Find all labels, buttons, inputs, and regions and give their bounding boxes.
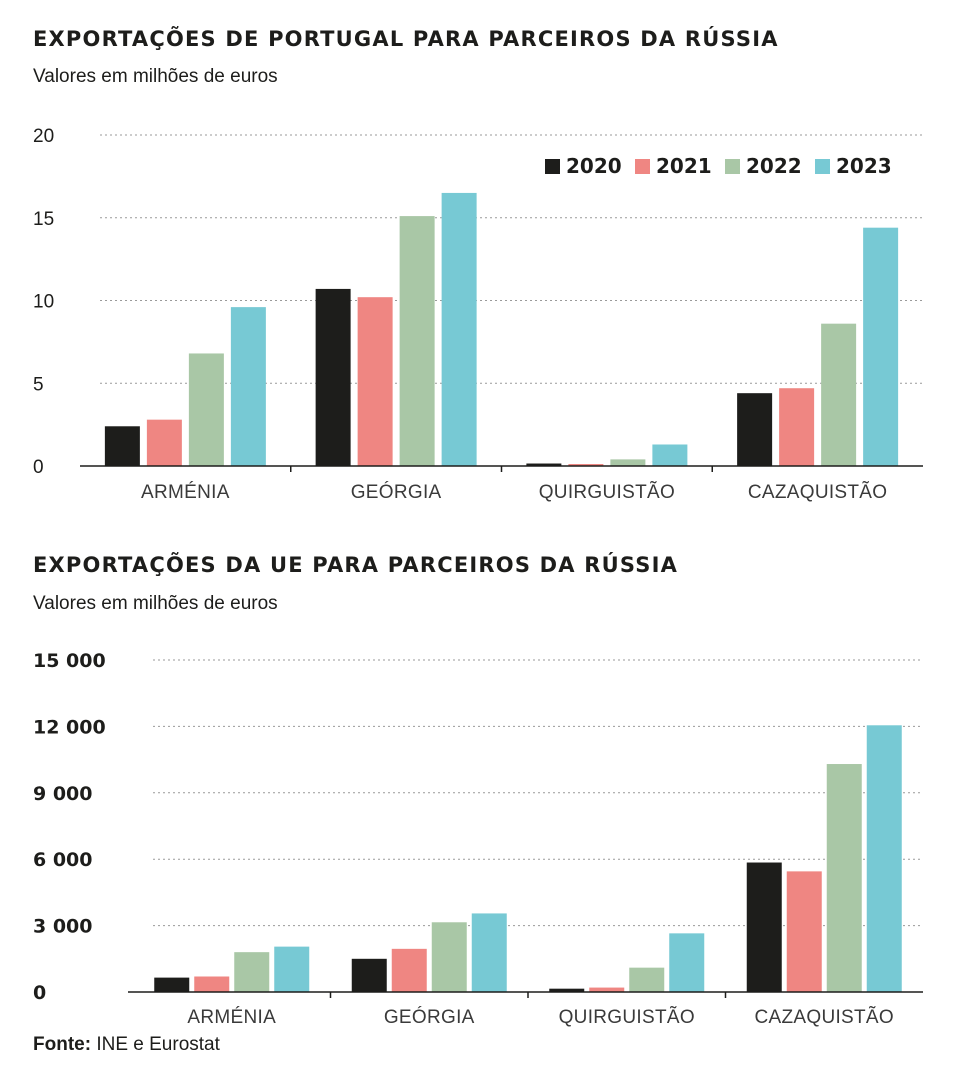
- x-category-label: CAZAQUISTÃO: [755, 1006, 894, 1028]
- bar: [471, 913, 507, 992]
- x-category-label: QUIRGUISTÃO: [539, 481, 675, 503]
- y-tick-label: 6 000: [33, 849, 93, 871]
- y-tick-label: 20: [33, 126, 54, 147]
- eu-exports-chart: 0 3 000 6 000 9 000 12 000 15 000 ARMÉNIA GEÓRG…: [33, 650, 923, 1028]
- bar: [610, 459, 646, 466]
- portugal-exports-chart: 0 5 10 15 20 ARMÉNIA GEÓRGIA QUIRGUISTÃO CAZAQUI…: [33, 126, 923, 503]
- chart-2-title: EXPORTAÇÕES DA UE PARA PARCEIROS DA RÚSS…: [33, 553, 679, 577]
- bar: [863, 227, 899, 466]
- bar: [549, 988, 585, 992]
- bar: [629, 967, 665, 992]
- y-tick-label: 0: [33, 457, 44, 478]
- y-tick-label: 0: [33, 982, 46, 1004]
- y-tick-label: 5: [33, 374, 44, 395]
- bar: [568, 464, 604, 466]
- bar: [315, 288, 351, 466]
- source-note: Fonte: INE e Eurostat: [33, 1034, 220, 1056]
- legend-swatch: [545, 159, 560, 174]
- legend-swatch: [815, 159, 830, 174]
- chart-2-subtitle: Valores em milhões de euros: [33, 593, 278, 614]
- x-category-label: CAZAQUISTÃO: [748, 481, 887, 503]
- chart-1-subtitle: Valores em milhões de euros: [33, 66, 278, 87]
- y-tick-label: 15 000: [33, 650, 106, 672]
- bar: [194, 976, 230, 992]
- source-text: INE e Eurostat: [91, 1034, 220, 1055]
- bar: [826, 764, 862, 992]
- bar: [431, 922, 467, 992]
- x-category-label: ARMÉNIA: [141, 482, 230, 503]
- bar: [821, 323, 857, 466]
- chart-1-title: EXPORTAÇÕES DE PORTUGAL PARA PARCEIROS D…: [33, 27, 779, 51]
- bar: [399, 216, 435, 466]
- bar: [779, 388, 815, 466]
- bar: [234, 952, 270, 992]
- y-tick-label: 3 000: [33, 916, 93, 938]
- legend-label: 2023: [836, 154, 892, 178]
- bar: [104, 426, 140, 466]
- source-label: Fonte:: [33, 1034, 92, 1055]
- bar: [230, 307, 266, 466]
- bar: [589, 987, 625, 992]
- x-category-label: QUIRGUISTÃO: [559, 1006, 695, 1028]
- bar: [274, 946, 310, 992]
- y-tick-label: 15: [33, 209, 54, 230]
- bar: [866, 725, 902, 992]
- x-category-label: GEÓRGIA: [384, 1006, 475, 1028]
- bar: [746, 862, 782, 992]
- bar: [652, 444, 688, 466]
- legend-swatch: [635, 159, 650, 174]
- bar: [786, 871, 822, 992]
- x-category-label: ARMÉNIA: [187, 1007, 276, 1028]
- bar: [357, 297, 393, 466]
- legend-label: 2020: [566, 154, 622, 178]
- bar: [146, 419, 182, 466]
- bar: [188, 353, 224, 466]
- legend-label: 2021: [656, 154, 712, 178]
- y-tick-label: 12 000: [33, 716, 106, 738]
- bar: [441, 192, 477, 467]
- legend-label: 2022: [746, 154, 802, 178]
- y-tick-label: 10: [33, 292, 54, 313]
- y-tick-label: 9 000: [33, 783, 93, 805]
- bar: [737, 393, 773, 466]
- bar: [526, 463, 562, 466]
- bar: [154, 977, 190, 992]
- bar: [351, 958, 387, 992]
- legend-swatch: [725, 159, 740, 174]
- bar: [669, 933, 705, 992]
- x-category-label: GEÓRGIA: [351, 481, 442, 503]
- bar: [391, 948, 427, 992]
